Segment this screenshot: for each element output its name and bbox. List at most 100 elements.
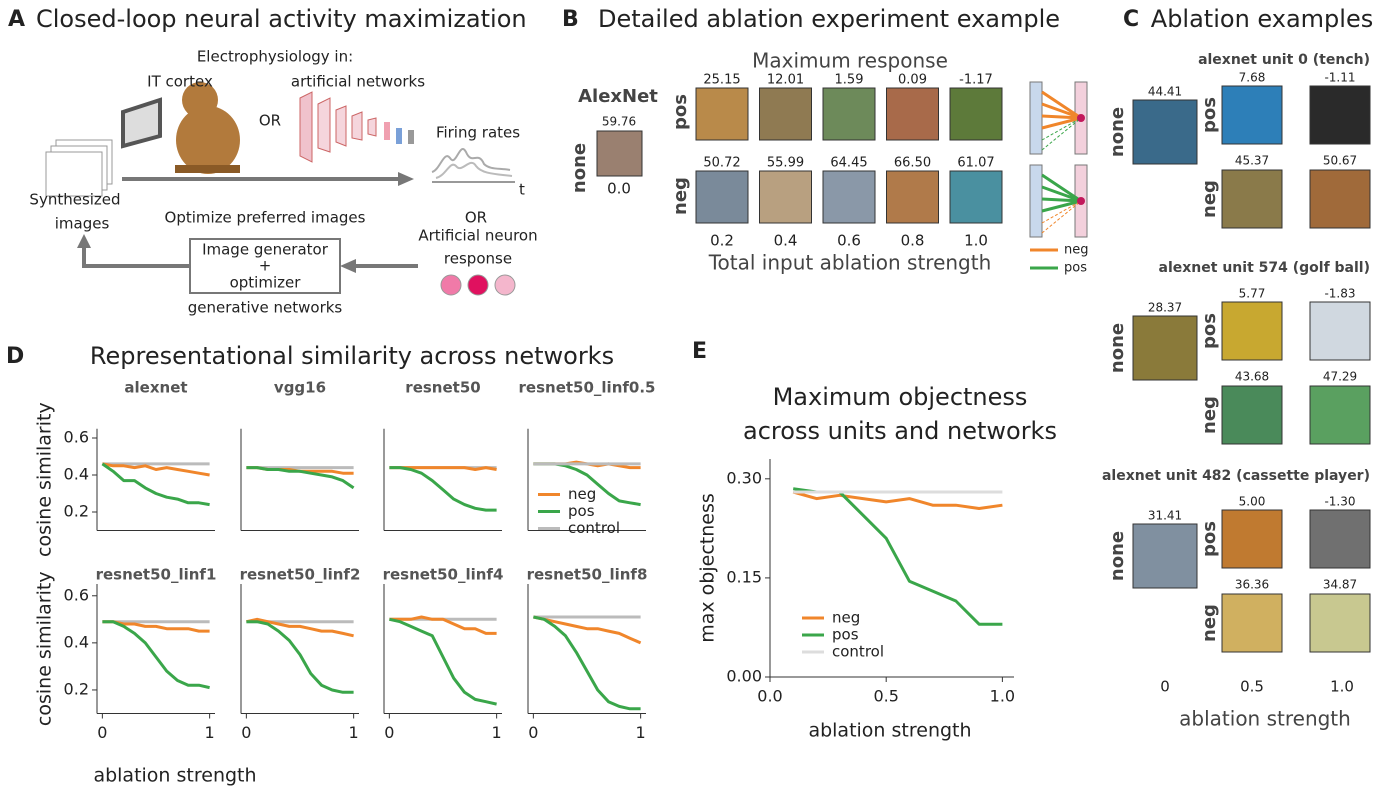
legend-label: neg	[1064, 243, 1089, 258]
label: 34.87	[1323, 578, 1357, 592]
chart-title: resnet50_linf2	[240, 566, 361, 584]
legend-label: pos	[832, 626, 859, 644]
label: OR	[259, 112, 281, 130]
arrowhead	[77, 234, 91, 248]
label: neg	[670, 177, 691, 215]
neuron	[494, 274, 516, 296]
image-thumbnail	[1221, 301, 1283, 361]
label: Maximum response	[752, 49, 948, 73]
label: neg	[1199, 604, 1220, 642]
label: 28.37	[1148, 301, 1182, 315]
label: 45.37	[1235, 154, 1269, 168]
label: 61.07	[957, 156, 994, 171]
legend-label: neg	[832, 609, 860, 627]
label: neg	[1199, 396, 1220, 434]
label: neg	[1199, 180, 1220, 218]
x-tick-label: 1	[492, 723, 502, 742]
target-unit	[1077, 114, 1085, 122]
image-thumbnail	[759, 170, 812, 224]
y-tick-label: 0.6	[64, 585, 89, 604]
y-tick-label: 0.15	[726, 567, 762, 586]
generator-box	[189, 238, 341, 294]
label: Firing rates	[436, 124, 520, 142]
legend-label: pos	[1064, 261, 1087, 276]
series-line	[389, 615, 497, 635]
y-tick-label: 0.2	[64, 679, 89, 698]
legend-label: neg	[568, 485, 596, 503]
y-tick-label: 0.4	[64, 465, 89, 484]
label: 64.45	[830, 156, 867, 171]
series-line	[792, 487, 1003, 626]
series-line	[389, 617, 497, 706]
label: pos	[1199, 313, 1220, 349]
label: 25.15	[703, 73, 740, 88]
network-layer	[351, 111, 363, 141]
label: none	[1107, 531, 1128, 581]
chart-title: vgg16	[274, 379, 326, 397]
label: 1.59	[835, 73, 864, 88]
network-layer	[396, 128, 402, 144]
arrow	[82, 246, 190, 268]
x-tick-label: 0	[528, 723, 538, 742]
label: +	[259, 257, 272, 275]
neuron	[467, 274, 489, 296]
image-thumbnail	[1221, 85, 1283, 145]
image-thumbnail	[1132, 99, 1198, 165]
network-layer	[299, 91, 313, 163]
label: none	[1107, 107, 1128, 157]
unit-title: alexnet unit 0 (tench)	[1198, 52, 1370, 68]
chart-title: resnet50_linf8	[527, 566, 648, 584]
firing-trace	[431, 148, 511, 173]
label: 59.76	[602, 115, 636, 129]
label: 0.0	[607, 180, 631, 198]
image-thumbnail	[949, 170, 1003, 224]
image-thumbnail	[822, 170, 876, 224]
panel-a-drawing	[45, 82, 516, 296]
image-thumbnail	[695, 87, 749, 141]
axis-label: cosine similarity	[34, 402, 56, 557]
panel-title: Ablation examples	[1151, 5, 1373, 33]
image-thumbnail	[1309, 85, 1371, 145]
label: generative networks	[188, 299, 343, 317]
series-line	[792, 490, 1003, 510]
axis-label: ablation strength	[808, 720, 971, 742]
image-thumbnail	[1132, 523, 1198, 589]
label: 0.6	[837, 232, 861, 250]
label: none	[1107, 323, 1128, 373]
image-thumbnail	[1309, 301, 1371, 361]
label: 50.72	[703, 156, 740, 171]
connection	[1041, 117, 1082, 151]
label: IT cortex	[147, 73, 213, 91]
series-line	[102, 620, 210, 690]
y-tick-label: 0.2	[64, 502, 89, 521]
label: pos	[1199, 521, 1220, 557]
label: OR	[465, 209, 487, 227]
label: t	[519, 181, 525, 199]
network-layer	[408, 130, 414, 144]
panel-label: C	[1123, 7, 1139, 32]
panel-title: Closed-loop neural activity maximization	[36, 5, 527, 33]
x-tick-label: 0	[1160, 678, 1170, 696]
image-thumbnail	[1309, 169, 1371, 229]
label: -1.11	[1324, 71, 1355, 85]
x-tick-label: 0.5	[873, 687, 898, 706]
panel-title: Detailed ablation experiment example	[598, 5, 1060, 33]
y-tick-label: 0.30	[726, 468, 762, 487]
label: 43.68	[1235, 370, 1269, 384]
series-line	[389, 466, 497, 512]
image-thumbnail	[822, 87, 876, 141]
chart-title: alexnet	[124, 379, 187, 397]
image-thumbnail	[695, 170, 749, 224]
series-line	[246, 617, 354, 638]
ablation-network-diagram	[1029, 81, 1088, 238]
legend-label: control	[568, 519, 620, 537]
label: Synthesized	[29, 191, 120, 209]
panel-title: Representational similarity across netwo…	[90, 342, 614, 370]
panel-label: D	[6, 344, 24, 369]
screen	[121, 97, 162, 149]
label: 47.29	[1323, 370, 1357, 384]
label: 0.8	[901, 232, 925, 250]
y-tick-label: 0.4	[64, 632, 89, 651]
x-tick-label: 0.0	[757, 687, 782, 706]
